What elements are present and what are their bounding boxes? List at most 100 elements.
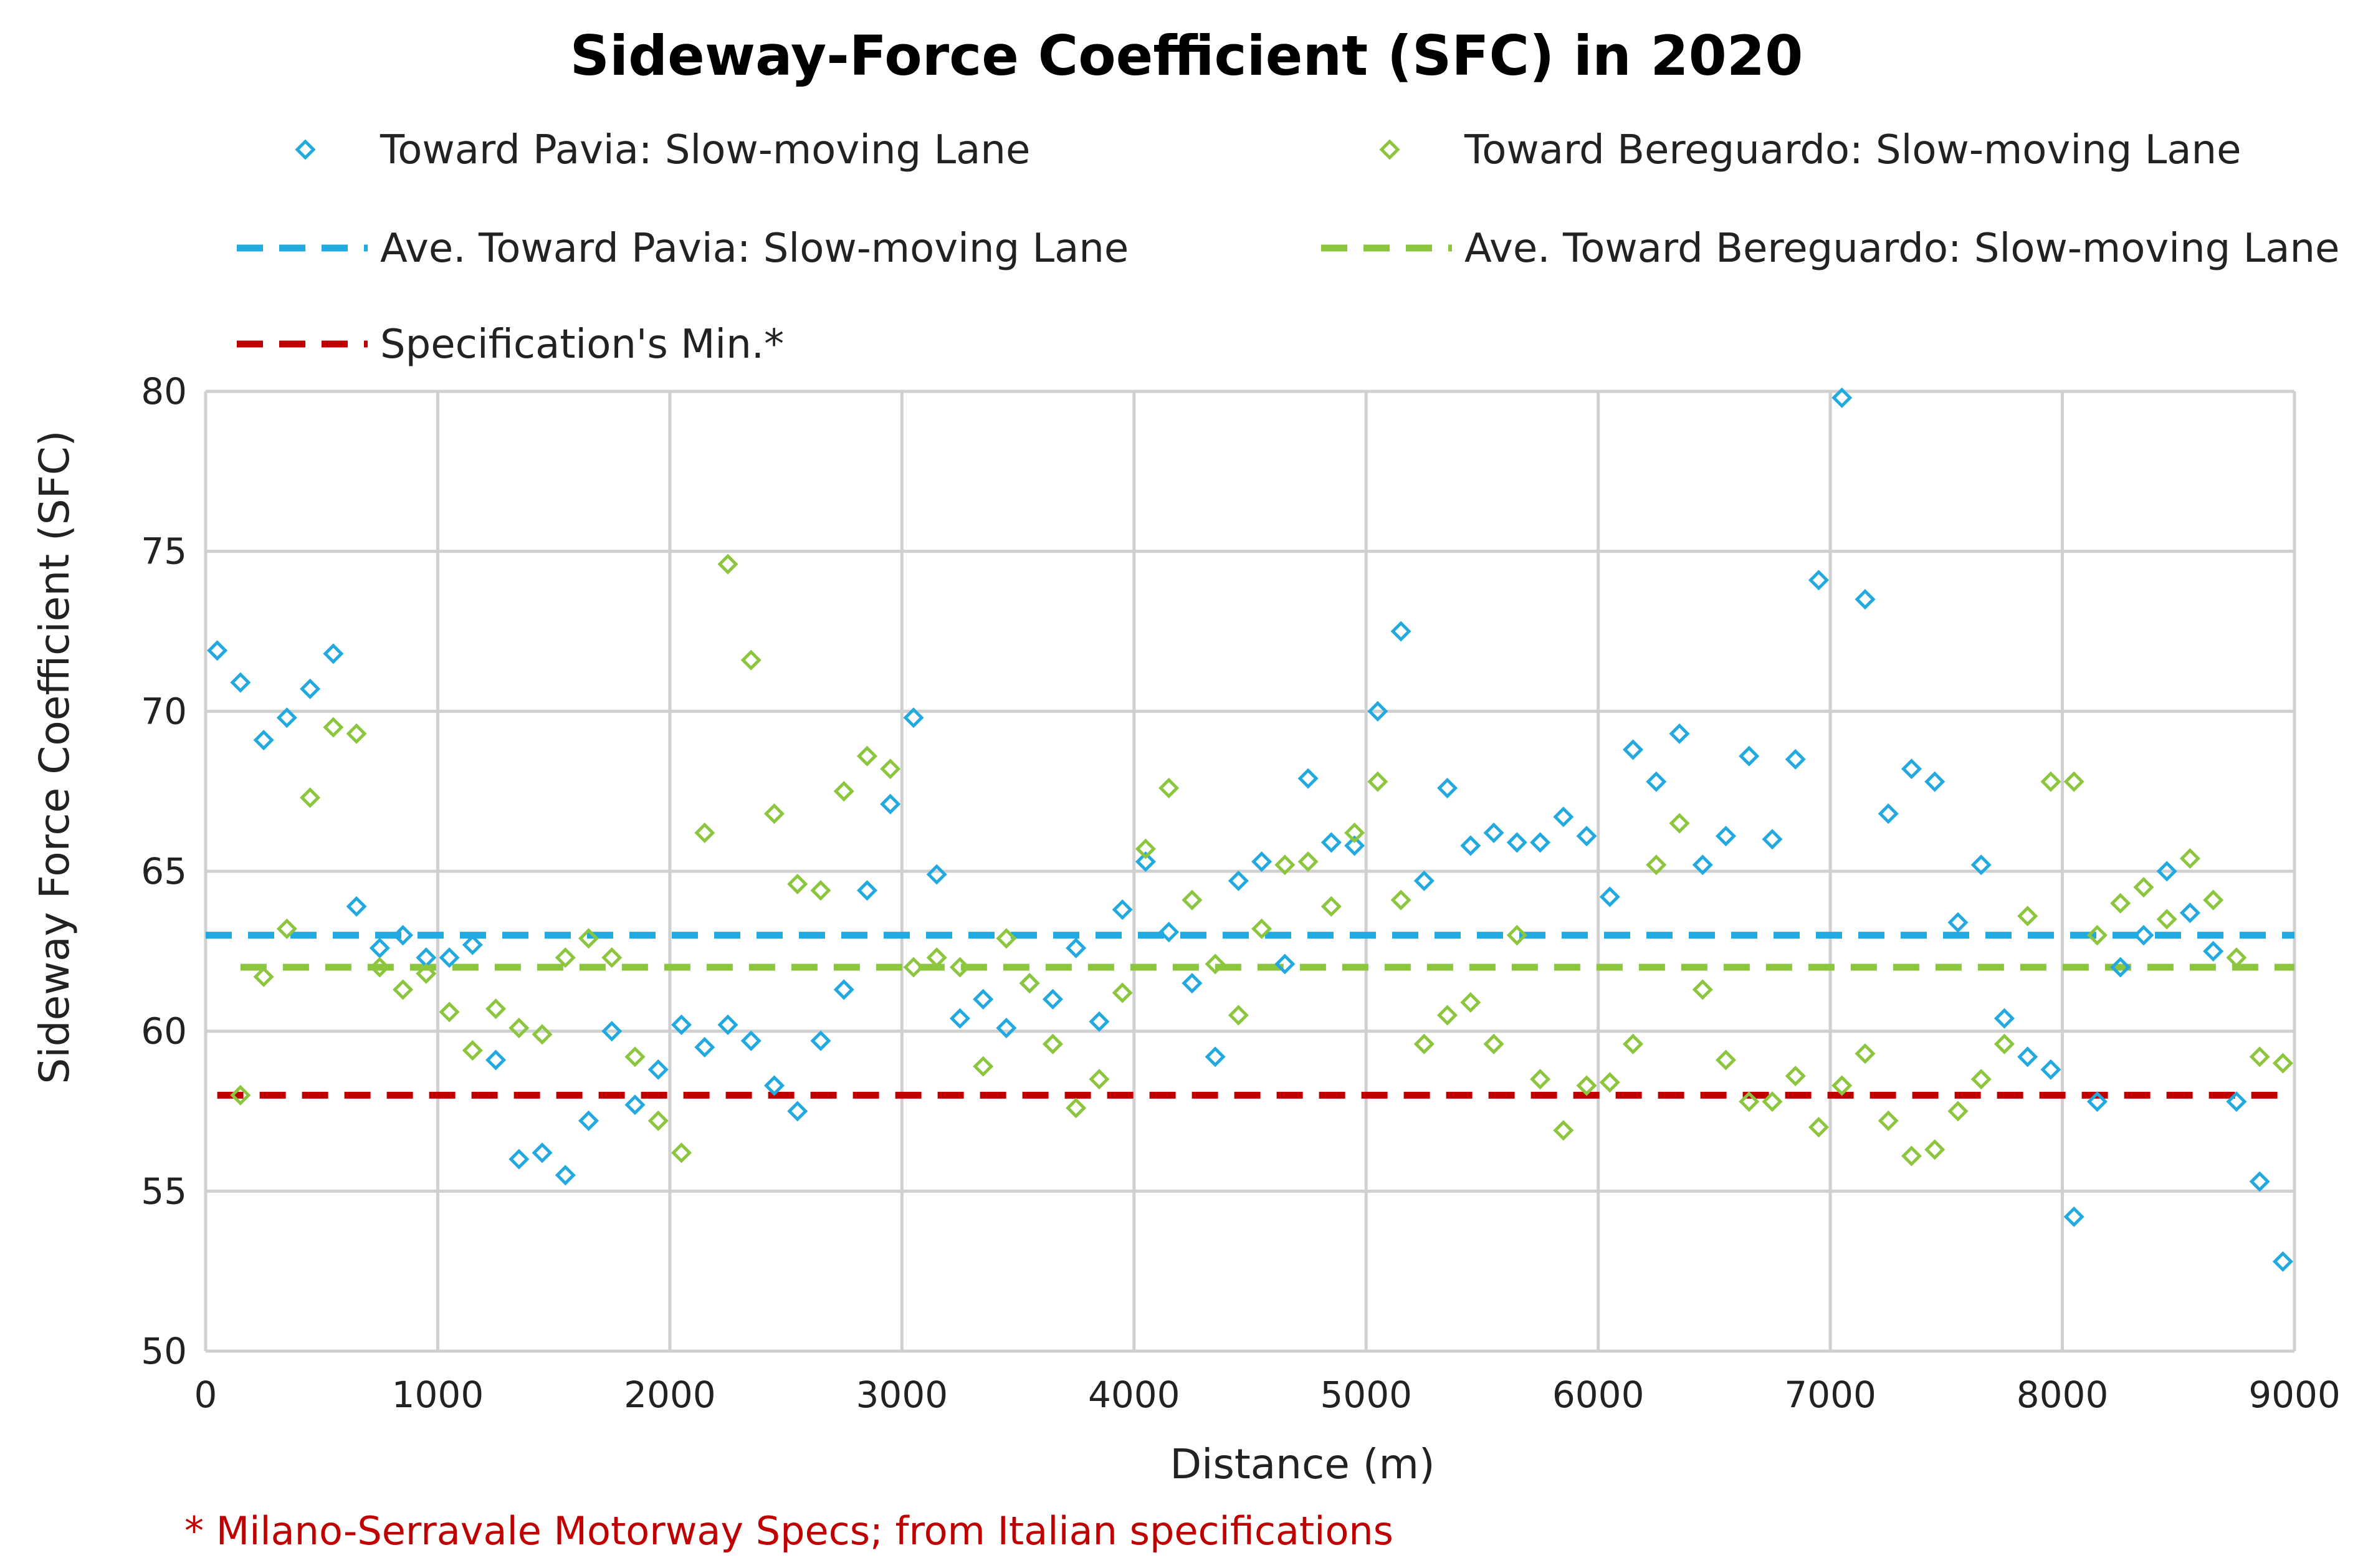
bereguardo-point [1506, 925, 1527, 946]
pavia-point [1066, 937, 1087, 958]
bereguardo-point [369, 957, 390, 978]
y-tick-label: 55 [141, 1170, 187, 1212]
pavia-point [253, 729, 274, 751]
bereguardo-point [323, 717, 344, 738]
pavia-point [485, 1049, 507, 1071]
bereguardo-point [2040, 771, 2061, 792]
pavia-point [1135, 851, 1156, 872]
x-tick-label: 0 [194, 1374, 217, 1416]
bereguardo-point [1947, 1101, 1969, 1122]
pavia-point [601, 1021, 623, 1042]
bereguardo-point [624, 1046, 646, 1068]
x-axis-ticks: 0 1000 2000 3000 4000 5000 6000 7000 8000 9000 [194, 1374, 2341, 1416]
pavia-point [996, 1017, 1017, 1039]
pavia-point [2110, 957, 2131, 978]
pavia-point [833, 979, 854, 1000]
bereguardo-point [2179, 848, 2200, 869]
bereguardo-point [763, 803, 785, 825]
pavia-point [1506, 832, 1527, 853]
bereguardo-point [2156, 909, 2177, 930]
pavia-point [555, 1165, 576, 1186]
bereguardo-point [2226, 947, 2247, 968]
average-lines [206, 932, 2294, 1099]
pavia-point [2086, 1091, 2108, 1112]
x-tick-label: 6000 [1552, 1374, 1645, 1416]
bereguardo-point [1762, 1091, 1783, 1112]
bereguardo-point [717, 553, 738, 575]
bereguardo-point [1646, 854, 1667, 876]
bereguardo-point [856, 745, 878, 767]
pavia-point [1855, 589, 1876, 610]
bereguardo-point [787, 873, 808, 895]
pavia-point [2179, 902, 2200, 924]
y-tick-label: 50 [141, 1330, 187, 1372]
x-tick-label: 9000 [2248, 1374, 2341, 1416]
pavia-point [1112, 899, 1133, 920]
bereguardo-point [2017, 906, 2038, 927]
bereguardo-point [880, 758, 901, 780]
pavia-point [1274, 954, 1296, 975]
pavia-point [1576, 825, 1597, 847]
bereguardo-point [1158, 777, 1180, 799]
pavia-point [1947, 912, 1969, 933]
pavia-point [2203, 940, 2224, 962]
pavia-point [1669, 723, 1690, 744]
pavia-point [671, 1014, 692, 1035]
bereguardo-point [1042, 1033, 1063, 1054]
y-tick-label: 65 [141, 850, 187, 892]
bereguardo-point [903, 957, 924, 978]
pavia-point [2156, 861, 2177, 882]
bereguardo-point [1135, 838, 1156, 859]
x-tick-label: 1000 [392, 1374, 484, 1416]
bereguardo-point [1576, 1075, 1597, 1096]
x-tick-label: 8000 [2017, 1374, 2109, 1416]
bereguardo-point [276, 918, 297, 939]
pavia-point [1158, 921, 1180, 943]
plot-grid [204, 390, 2296, 1353]
bereguardo-point [1367, 771, 1388, 792]
bereguardo-point [1228, 1005, 1249, 1026]
pavia-point [323, 643, 344, 664]
bereguardo-point [1205, 954, 1226, 975]
pavia-point [230, 672, 251, 693]
x-tick-label: 4000 [1088, 1374, 1180, 1416]
pavia-point [1530, 832, 1551, 853]
y-axis-label: Sideway Force Coefficient (SFC) [31, 431, 79, 1084]
pavia-point [2063, 1206, 2084, 1227]
bereguardo-point [253, 966, 274, 987]
bereguardo-point [462, 1040, 483, 1061]
pavia-point [1808, 570, 1830, 591]
bereguardo-point [996, 928, 1017, 949]
bereguardo-point [1274, 854, 1296, 876]
pavia-point [1692, 854, 1713, 876]
pavia-point [926, 864, 947, 885]
y-tick-label: 75 [141, 530, 187, 573]
pavia-point [1993, 1008, 2015, 1029]
footnote: * Milano-Serravale Motorway Specs; from … [184, 1508, 1393, 1554]
x-axis-label: Distance (m) [1170, 1440, 1435, 1488]
bereguardo-point [1483, 1033, 1504, 1054]
pavia-point [1483, 822, 1504, 843]
pavia-point [1878, 803, 1899, 825]
pavia-point [1228, 870, 1249, 891]
pavia-point [532, 1142, 553, 1164]
bereguardo-point [2203, 889, 2224, 911]
pavia-point [346, 896, 367, 917]
pavia-point [2017, 1046, 2038, 1068]
pavia-point [1622, 739, 1644, 760]
bereguardo-point [1297, 851, 1319, 872]
legend-label-4: Specification's Min.* [380, 322, 784, 368]
pavia-point [439, 947, 460, 968]
bereguardo-point [439, 1002, 460, 1023]
pavia-point [1042, 988, 1063, 1010]
bereguardo-point [2063, 771, 2084, 792]
bereguardo-point [1599, 1072, 1620, 1093]
pavia-point [1646, 771, 1667, 792]
legend-label-3: Ave. Toward Bereguardo: Slow-moving Lane [1464, 226, 2339, 272]
pavia-point [1089, 1011, 1110, 1032]
y-tick-label: 60 [141, 1010, 187, 1053]
pavia-point [856, 880, 878, 901]
pavia-point [1599, 886, 1620, 907]
bereguardo-point [578, 928, 599, 949]
pavia-point [207, 640, 228, 661]
